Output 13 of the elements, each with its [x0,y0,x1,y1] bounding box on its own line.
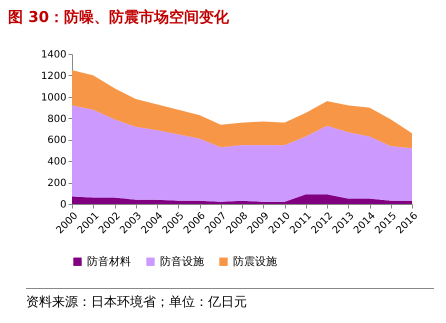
chart-title: 图 30：防噪、防震市场空间变化 [8,8,230,27]
y-tick-label: 600 [47,135,66,146]
y-tick-label: 1400 [41,50,66,60]
y-tick-label: 400 [47,156,66,168]
legend-label: 防震设施 [233,254,277,268]
y-tick-label: 200 [47,178,66,190]
y-tick-label: 0 [60,200,66,210]
y-tick-label: 1000 [41,92,66,104]
legend-label: 防音设施 [160,254,204,268]
text: 资料来源：日本环境省；单位：亿日元 [26,288,434,311]
legend-label: 防音材料 [87,254,131,268]
y-tick-label: 1200 [41,70,66,82]
y-tick-label: 800 [47,114,66,125]
